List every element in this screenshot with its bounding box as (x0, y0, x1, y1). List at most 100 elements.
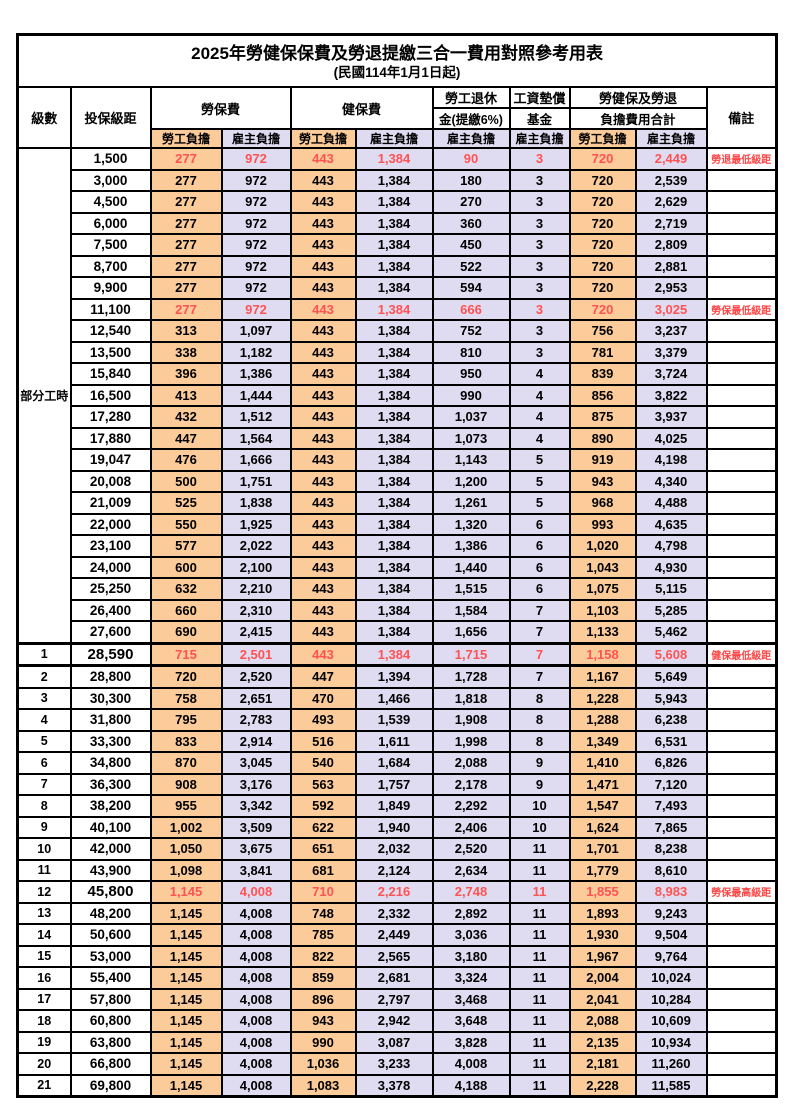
table-row: 22,000 550 1,925 443 1,384 1,320 6 993 4,635 (18, 512, 778, 536)
cell-bracket: 23,100 (69, 534, 152, 558)
cell-health-ins-employee: 443 (289, 641, 357, 667)
cell-bracket: 57,800 (69, 987, 152, 1011)
cell-health-ins-employer: 1,384 (354, 211, 434, 235)
cell-health-ins-employer: 3,378 (354, 1073, 434, 1098)
cell-wage-fund-employer: 3 (508, 211, 571, 235)
cell-health-ins-employer: 1,384 (354, 233, 434, 257)
col-header-health-insurance: 健保費 (289, 86, 434, 130)
cell-level: 21 (16, 1073, 72, 1098)
cell-bracket: 27,600 (69, 620, 152, 644)
cell-total-employer: 10,024 (634, 966, 708, 990)
cell-total-employee: 2,135 (568, 1030, 637, 1054)
cell-pension-employer: 360 (431, 211, 511, 235)
cell-health-ins-employer: 1,384 (354, 276, 434, 300)
cell-labor-ins-employer: 2,210 (220, 577, 292, 601)
table-row: 27,600 690 2,415 443 1,384 1,656 7 1,133 5,462 (18, 620, 778, 644)
cell-total-employer: 11,260 (634, 1052, 708, 1076)
cell-wage-fund-employer: 9 (508, 772, 571, 796)
cell-health-ins-employer: 1,384 (354, 620, 434, 644)
cell-health-ins-employer: 2,449 (354, 923, 434, 947)
cell-note (705, 168, 778, 192)
cell-total-employer: 9,243 (634, 901, 708, 925)
cell-total-employer: 5,462 (634, 620, 708, 644)
cell-note (705, 233, 778, 257)
cell-labor-ins-employee: 447 (149, 426, 223, 450)
cell-note (705, 577, 778, 601)
col-header-level: 級數 (16, 86, 72, 149)
cell-health-ins-employee: 443 (289, 620, 357, 644)
cell-health-ins-employee: 443 (289, 319, 357, 343)
cell-pension-employer: 522 (431, 254, 511, 278)
cell-pension-employer: 450 (431, 233, 511, 257)
cell-note (705, 362, 778, 386)
cell-pension-employer: 3,324 (431, 966, 511, 990)
cell-total-employee: 720 (568, 233, 637, 257)
cell-labor-ins-employee: 1,050 (149, 837, 223, 861)
cell-labor-ins-employee: 632 (149, 577, 223, 601)
cell-total-employer: 2,629 (634, 190, 708, 214)
table-row: 13 48,200 1,145 4,008 748 2,332 2,892 11 1,893 9,… (16, 901, 778, 925)
cell-bracket: 19,047 (69, 448, 152, 472)
cell-note (705, 1009, 778, 1033)
cell-note (705, 901, 778, 925)
cell-wage-fund-employer: 3 (508, 297, 571, 321)
cell-wage-fund-employer: 11 (508, 880, 571, 904)
cell-bracket: 9,900 (69, 276, 152, 300)
cell-health-ins-employer: 1,849 (354, 794, 434, 818)
cell-total-employer: 7,493 (634, 794, 708, 818)
cell-health-ins-employee: 592 (289, 794, 357, 818)
cell-level: 13 (16, 901, 72, 925)
table-row: 部分工時 1,500 277 972 443 1,384 90 3 720 2,449 勞退最低級距 (16, 147, 778, 644)
col-header-pension-line2: 金(提繳6%) (431, 107, 511, 130)
cell-health-ins-employee: 943 (289, 1009, 357, 1033)
cell-pension-employer: 1,715 (431, 641, 511, 667)
table-row: 24,000 600 2,100 443 1,384 1,440 6 1,043 4,930 (18, 555, 778, 579)
table-header: 2025年勞健保保費及勞退提繳三合一費用對照參考用表 (民國114年1月1日起)… (16, 33, 778, 149)
table-row: 17 57,800 1,145 4,008 896 2,797 3,468 11 2,041 10… (16, 987, 778, 1011)
cell-labor-ins-employer: 1,838 (220, 491, 292, 515)
cell-bracket: 55,400 (69, 966, 152, 990)
cell-health-ins-employer: 1,384 (354, 319, 434, 343)
cell-health-ins-employee: 443 (289, 534, 357, 558)
cell-labor-ins-employee: 1,145 (149, 1073, 223, 1098)
cell-total-employee: 1,410 (568, 751, 637, 775)
cell-bracket: 48,200 (69, 901, 152, 925)
cell-total-employee: 890 (568, 426, 637, 450)
cell-health-ins-employee: 622 (289, 815, 357, 839)
cell-health-ins-employer: 1,384 (354, 383, 434, 407)
cell-bracket: 15,840 (69, 362, 152, 386)
cell-labor-ins-employee: 1,098 (149, 858, 223, 882)
cell-health-ins-employer: 1,539 (354, 708, 434, 732)
table-row: 21,009 525 1,838 443 1,384 1,261 5 968 4,488 (18, 491, 778, 515)
cell-labor-ins-employer: 4,008 (220, 1073, 292, 1098)
cell-total-employee: 720 (568, 168, 637, 192)
cell-labor-ins-employee: 1,145 (149, 966, 223, 990)
col-header-pension-line1: 勞工退休 (431, 86, 511, 109)
cell-pension-employer: 2,088 (431, 751, 511, 775)
cell-level: 9 (16, 815, 72, 839)
cell-labor-ins-employer: 972 (220, 254, 292, 278)
subheader-labor-employee: 勞工負擔 (149, 128, 223, 149)
cell-total-employer: 7,120 (634, 772, 708, 796)
cell-total-employee: 1,855 (568, 880, 637, 904)
table-row: 14 50,600 1,145 4,008 785 2,449 3,036 11 1,930 9,… (16, 923, 778, 947)
cell-labor-ins-employee: 577 (149, 534, 223, 558)
cell-health-ins-employee: 443 (289, 233, 357, 257)
cell-total-employer: 8,610 (634, 858, 708, 882)
cell-total-employee: 1,893 (568, 901, 637, 925)
cell-health-ins-employer: 3,087 (354, 1030, 434, 1054)
cell-labor-ins-employer: 972 (220, 147, 292, 171)
cell-wage-fund-employer: 3 (508, 254, 571, 278)
cell-labor-ins-employee: 277 (149, 233, 223, 257)
subheader-pension-employer: 雇主負擔 (431, 128, 511, 149)
cell-health-ins-employer: 2,565 (354, 944, 434, 968)
cell-wage-fund-employer: 4 (508, 426, 571, 450)
cell-health-ins-employee: 443 (289, 340, 357, 364)
cell-total-employer: 3,822 (634, 383, 708, 407)
cell-labor-ins-employee: 1,145 (149, 1009, 223, 1033)
cell-labor-ins-employer: 3,176 (220, 772, 292, 796)
cell-labor-ins-employer: 1,564 (220, 426, 292, 450)
cell-total-employee: 1,103 (568, 598, 637, 622)
cell-total-employer: 4,930 (634, 555, 708, 579)
table-row: 12 45,800 1,145 4,008 710 2,216 2,748 11 1,855 8,… (16, 880, 778, 904)
